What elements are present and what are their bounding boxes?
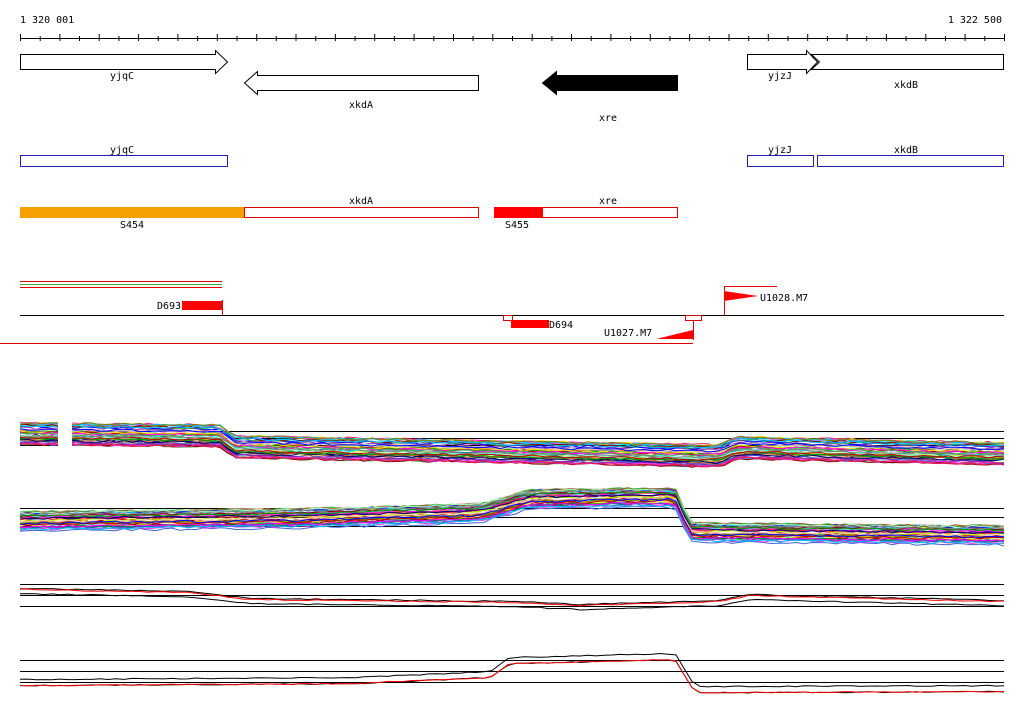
expression-trace (19, 432, 1005, 457)
cds-label-xkdB: xkdB (894, 145, 918, 156)
feature-label-U1027.M7: U1027.M7 (604, 328, 652, 339)
expression-trace (19, 442, 1005, 468)
gene-arrow-xkdB[interactable] (810, 54, 1004, 70)
expression-trace (19, 422, 1005, 447)
segment-label-S455: S455 (505, 220, 529, 231)
expression-trace (19, 496, 1005, 537)
feature-U1027-bracket (685, 315, 702, 321)
expression-panel-1-series (19, 421, 1005, 468)
expression-panel-4-series (19, 652, 1005, 694)
gene-arrow-yjqC[interactable] (20, 49, 229, 75)
expression-trace (19, 424, 1005, 449)
expression-panel-2-series (19, 486, 1005, 547)
expression-trace (19, 497, 1005, 539)
feature-U1028.M7[interactable] (724, 291, 758, 301)
segment-label-xre: xre (599, 196, 617, 207)
expression-trace (19, 430, 1005, 456)
cds-box-yjzJ[interactable] (747, 155, 814, 167)
gene-label-yjzJ: yjzJ (768, 71, 792, 82)
expression-panel-3-series (19, 588, 1005, 611)
gene-arrow-xre[interactable] (541, 70, 678, 96)
segment-track: xkdA xre S454 S455 (20, 196, 678, 231)
expression-trace (19, 431, 1005, 456)
expression-trace (19, 659, 1005, 694)
feature-label-U1028.M7: U1028.M7 (760, 293, 808, 304)
feature-label-D694: D694 (549, 320, 573, 331)
segment-S455[interactable] (494, 207, 543, 218)
expression-trace (19, 438, 1005, 465)
expression-panel-1 (19, 412, 1005, 468)
gene-arrow-yjzJ[interactable] (747, 49, 819, 75)
expression-trace (19, 441, 1005, 467)
gene-track: yjqC xkdA xre yjzJ xkdB (20, 49, 1004, 124)
expression-trace (19, 428, 1005, 453)
feature-U1027.M7[interactable] (656, 330, 693, 339)
ruler-end-label: 1 322 500 (948, 15, 1002, 26)
segment-label-S454: S454 (120, 220, 144, 231)
ruler-start-label: 1 320 001 (20, 15, 74, 26)
ruler-ticks (20, 34, 1005, 41)
expression-panel-3 (19, 584, 1005, 611)
gene-label-xre: xre (599, 113, 617, 124)
expression-trace (19, 499, 1005, 540)
expression-panel-1-gap (58, 412, 72, 457)
cds-track: yjqC yjzJ xkdB (20, 145, 1004, 167)
expression-trace (19, 501, 1005, 542)
expression-trace (19, 436, 1005, 461)
segment-label-xkdA: xkdA (349, 196, 373, 207)
expression-trace (19, 504, 1005, 545)
cds-box-xkdB[interactable] (817, 155, 1004, 167)
expression-trace (20, 424, 1005, 450)
cds-label-yjzJ: yjzJ (768, 145, 792, 156)
feature-D694[interactable] (511, 320, 549, 328)
feature-D693[interactable] (182, 301, 222, 310)
gene-label-xkdB: xkdB (894, 80, 918, 91)
expression-panel-4 (19, 652, 1005, 694)
expression-trace (19, 493, 1005, 534)
expression-trace (19, 435, 1005, 460)
feature-label-D693: D693 (157, 301, 181, 312)
feature-track: D693 D694 U1027.M7 U1028.M7 (0, 281, 1004, 344)
expression-trace (19, 505, 1005, 547)
coordinate-ruler: 1 320 001 1 322 500 (20, 15, 1005, 41)
expression-trace (19, 489, 1005, 530)
expression-trace (19, 652, 1005, 688)
gene-label-yjqC: yjqC (110, 71, 134, 82)
cds-label-yjqC: yjqC (110, 145, 134, 156)
expression-trace (19, 491, 1005, 532)
gene-arrow-xkdA[interactable] (243, 70, 479, 96)
segment-box-xkdA[interactable] (244, 207, 479, 218)
expression-trace (19, 659, 1005, 694)
expression-trace (20, 588, 1005, 607)
expression-trace (19, 593, 1005, 611)
feature-D694-bracket (503, 315, 513, 321)
cds-box-yjqC[interactable] (20, 155, 228, 167)
gene-label-xkdA: xkdA (349, 100, 373, 111)
segment-S454[interactable] (20, 207, 245, 218)
expression-trace (19, 434, 1005, 459)
expression-panel-2 (19, 486, 1005, 547)
